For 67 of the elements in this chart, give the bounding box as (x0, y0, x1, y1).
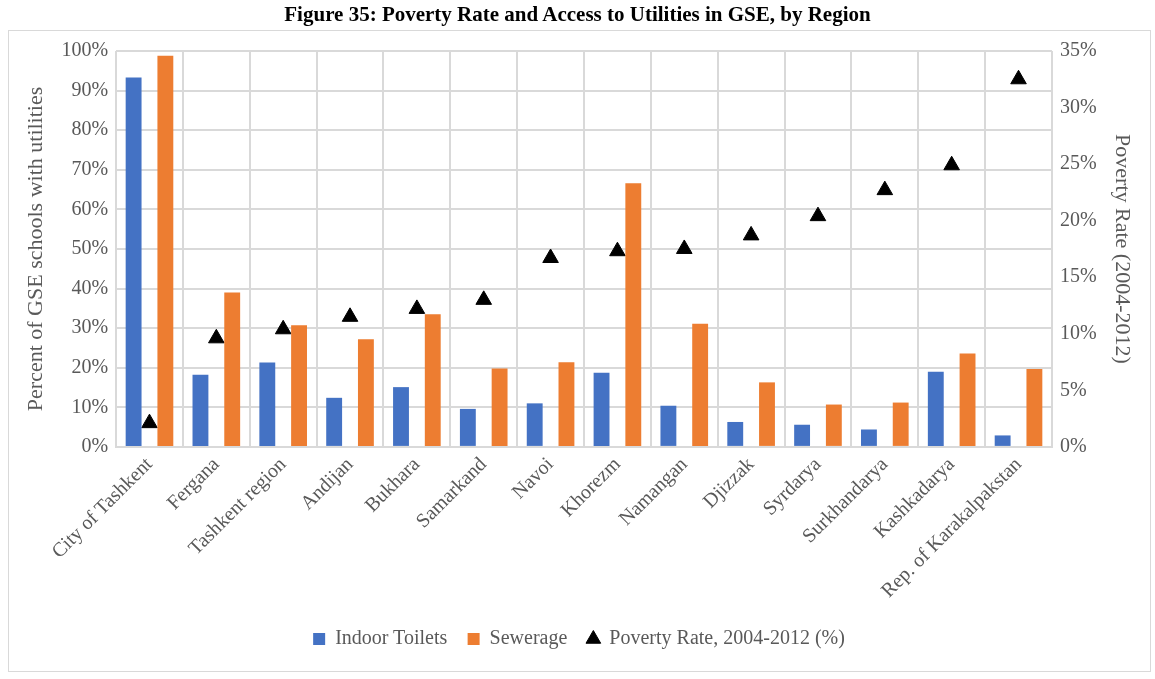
y-tick-label: 80% (71, 117, 109, 140)
legend-label: Poverty Rate, 2004-2012 (%) (609, 626, 845, 650)
point (341, 307, 359, 322)
bar (794, 424, 811, 446)
point (208, 328, 225, 344)
bar (660, 405, 677, 446)
bar (692, 323, 709, 446)
bar (259, 362, 276, 446)
point (675, 239, 693, 254)
y-tick-label: 0% (81, 434, 109, 457)
bar (291, 325, 307, 446)
point (408, 299, 426, 314)
bar (125, 77, 142, 446)
bar (424, 314, 441, 446)
y-tick-label: 60% (71, 196, 109, 219)
bar (994, 435, 1011, 446)
y-tick-label: 100% (61, 38, 109, 61)
y2-tick-label: 0% (1059, 434, 1087, 457)
bar (861, 429, 877, 446)
bar (357, 339, 374, 446)
point (742, 225, 760, 241)
bar (326, 397, 343, 446)
point (274, 319, 292, 335)
y2-tick-label: 20% (1059, 207, 1097, 230)
y2-tick-label: 15% (1059, 264, 1097, 287)
point (1010, 69, 1027, 85)
y-tick-label: 90% (71, 77, 109, 100)
bar (759, 382, 775, 446)
y-tick-label: 50% (71, 236, 109, 259)
bar (1026, 368, 1043, 446)
point (542, 248, 559, 263)
bar (491, 368, 508, 446)
bar (927, 371, 944, 446)
y2-tick-label: 30% (1059, 94, 1097, 117)
y2-tick-label: 10% (1059, 321, 1097, 344)
y2-tick-label: 35% (1059, 38, 1097, 61)
point (876, 180, 894, 196)
bar (459, 408, 476, 446)
y2-axis-title: Poverty Rate (2004-2012) (1111, 134, 1137, 364)
point (943, 155, 960, 171)
bar (625, 183, 642, 446)
bar (192, 374, 209, 446)
bar (393, 387, 409, 446)
bar (825, 404, 842, 446)
legend-label: Indoor Toilets (335, 626, 448, 649)
y-tick-label: 40% (71, 275, 109, 298)
point (609, 241, 626, 257)
legend-label: Sewerage (489, 626, 568, 650)
bar (558, 362, 575, 446)
y-tick-label: 10% (71, 394, 109, 417)
bar (727, 421, 744, 446)
point (141, 413, 158, 429)
y-axis-title: Percent of GSE schools with utilities (21, 86, 47, 412)
point (809, 206, 827, 222)
bar (526, 403, 543, 446)
y-tick-label: 70% (71, 157, 109, 180)
y-tick-label: 20% (71, 354, 109, 377)
y-tick-label: 30% (71, 315, 109, 338)
y2-tick-label: 25% (1059, 151, 1097, 174)
y2-tick-label: 5% (1059, 377, 1087, 400)
chart-title: Figure 35: Poverty Rate and Access to Utilities in GSE, by Region (283, 2, 872, 27)
bar (593, 372, 610, 446)
bar (224, 292, 241, 446)
bar (892, 402, 909, 446)
bar (157, 55, 174, 446)
bar (959, 353, 976, 446)
point (475, 290, 493, 305)
